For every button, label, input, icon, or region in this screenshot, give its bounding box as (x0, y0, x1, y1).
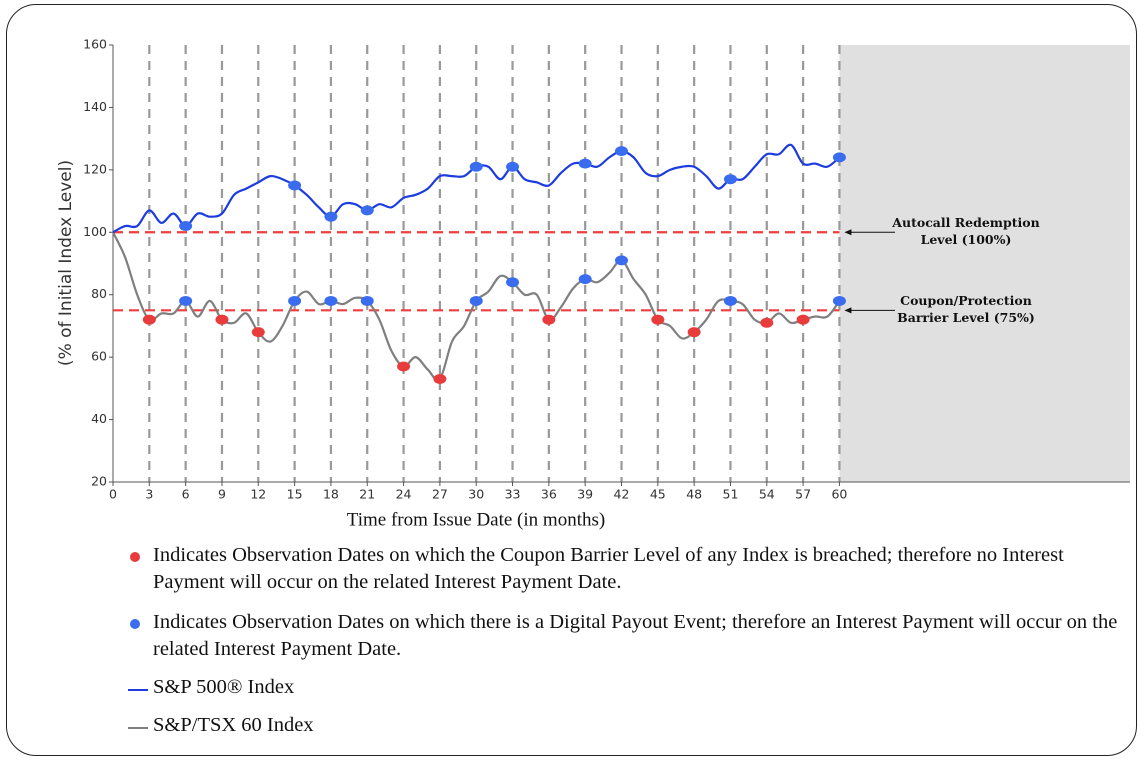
observation-dot (506, 161, 520, 172)
legend-bullet (130, 619, 140, 629)
y-tick-label: 80 (91, 286, 107, 301)
observation-dot (723, 174, 737, 185)
legend-note: Indicates Observation Dates on which the… (153, 544, 1064, 593)
legend-line (128, 689, 148, 691)
observation-dot (324, 295, 338, 306)
observation-dot (578, 274, 592, 285)
y-tick-label: 160 (83, 37, 107, 52)
observation-dot (687, 327, 701, 338)
observation-dot (615, 146, 628, 157)
shaded-region (839, 45, 1130, 482)
observation-dot (360, 205, 374, 216)
observation-dot (324, 211, 338, 222)
x-tick-label: 12 (250, 487, 266, 502)
x-tick-label: 6 (182, 487, 190, 502)
x-tick-label: 60 (831, 487, 847, 502)
annotation: Barrier Level (75%) (897, 310, 1035, 325)
x-tick-label: 3 (145, 487, 153, 502)
x-axis-label: Time from Issue Date (in months) (347, 509, 605, 530)
legend-bullet (130, 552, 140, 562)
observation-dot (832, 152, 846, 163)
x-tick-label: 21 (359, 487, 375, 502)
observation-dot (215, 314, 229, 325)
observation-dot (832, 295, 846, 306)
x-tick-label: 36 (541, 487, 557, 502)
observation-dot (542, 314, 556, 325)
observation-dot (578, 158, 592, 169)
y-tick-label: 120 (83, 161, 107, 176)
x-tick-label: 42 (614, 487, 630, 502)
observation-dot (615, 255, 628, 266)
annotation-arrowhead (844, 229, 852, 236)
observation-dot (179, 295, 193, 306)
observation-dot (469, 295, 483, 306)
x-tick-label: 9 (218, 487, 226, 502)
observation-dot (251, 327, 265, 338)
x-tick-label: 18 (323, 487, 339, 502)
y-tick-label: 100 (83, 224, 107, 239)
observation-dot (506, 277, 520, 288)
x-tick-label: 39 (577, 487, 593, 502)
observation-dot (179, 221, 193, 232)
x-tick-label: 45 (650, 487, 666, 502)
observation-dot (397, 361, 411, 372)
annotation: Level (100%) (921, 232, 1012, 247)
x-tick-label: 15 (287, 487, 303, 502)
y-axis-label: (% of Initial Index Level) (56, 160, 76, 366)
legend-line (128, 727, 148, 729)
annotation: Coupon/Protection (900, 293, 1032, 308)
observation-dot (723, 295, 737, 306)
legend-label: S&P 500® Index (153, 676, 295, 698)
x-tick-label: 33 (505, 487, 521, 502)
x-tick-label: 54 (759, 487, 775, 502)
x-tick-label: 57 (795, 487, 811, 502)
observation-dot (433, 373, 447, 384)
x-tick-label: 24 (396, 487, 412, 502)
legend-label: S&P/TSX 60 Index (153, 714, 314, 736)
legend-note: Indicates Observation Dates on which the… (153, 611, 1118, 660)
x-tick-label: 0 (109, 487, 117, 502)
observation-dot (288, 295, 302, 306)
y-tick-label: 60 (91, 349, 107, 364)
x-tick-label: 48 (686, 487, 702, 502)
y-tick-label: 140 (83, 99, 107, 114)
observation-dot (760, 317, 774, 328)
observation-dot (288, 180, 302, 191)
annotation: Autocall Redemption (891, 215, 1039, 230)
observation-dot (469, 161, 483, 172)
x-tick-label: 27 (432, 487, 448, 502)
y-tick-label: 40 (91, 411, 107, 426)
observation-dot (651, 314, 665, 325)
annotation-arrowhead (844, 307, 852, 314)
frame (6, 4, 1137, 756)
y-tick-label: 20 (91, 474, 107, 489)
observation-dot (142, 314, 156, 325)
x-tick-label: 30 (468, 487, 484, 502)
observation-dot (796, 314, 810, 325)
observation-dot (360, 295, 374, 306)
x-tick-label: 51 (723, 487, 739, 502)
